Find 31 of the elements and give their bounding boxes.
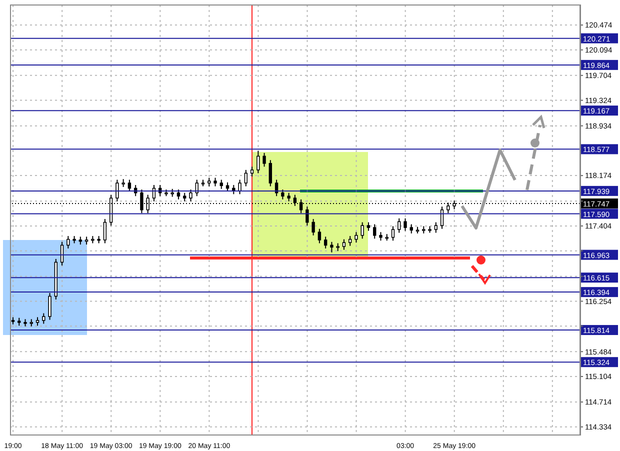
- candlestick: [176, 189, 180, 200]
- candlestick: [391, 226, 395, 242]
- candlestick: [410, 224, 413, 234]
- candlestick: [312, 218, 315, 236]
- candlestick: [220, 179, 223, 190]
- candlestick: [342, 238, 346, 250]
- candlestick: [360, 222, 364, 240]
- candlestick: [434, 222, 438, 234]
- candlestick: [103, 218, 107, 244]
- candlestick: [268, 160, 272, 187]
- candlestick: [256, 150, 260, 174]
- candlestick: [226, 182, 230, 192]
- candlestick: [128, 179, 132, 192]
- candlestick: [244, 169, 248, 187]
- candlestick: [330, 241, 334, 253]
- candlestick: [238, 179, 242, 195]
- candlestick: [66, 236, 70, 249]
- candlestick: [348, 236, 352, 246]
- candlestick: [373, 224, 376, 240]
- candlestick: [306, 206, 309, 226]
- candlestick: [189, 189, 192, 202]
- candlestick: [42, 312, 46, 324]
- candlestick: [262, 152, 266, 168]
- candlestick: [318, 228, 322, 244]
- candlestick: [324, 236, 328, 249]
- candlestick: [250, 166, 254, 177]
- candlestick: [354, 232, 358, 244]
- candlestick: [398, 218, 401, 234]
- candlestick: [48, 292, 52, 320]
- candlestick: [404, 218, 407, 232]
- candlestick: [281, 189, 284, 200]
